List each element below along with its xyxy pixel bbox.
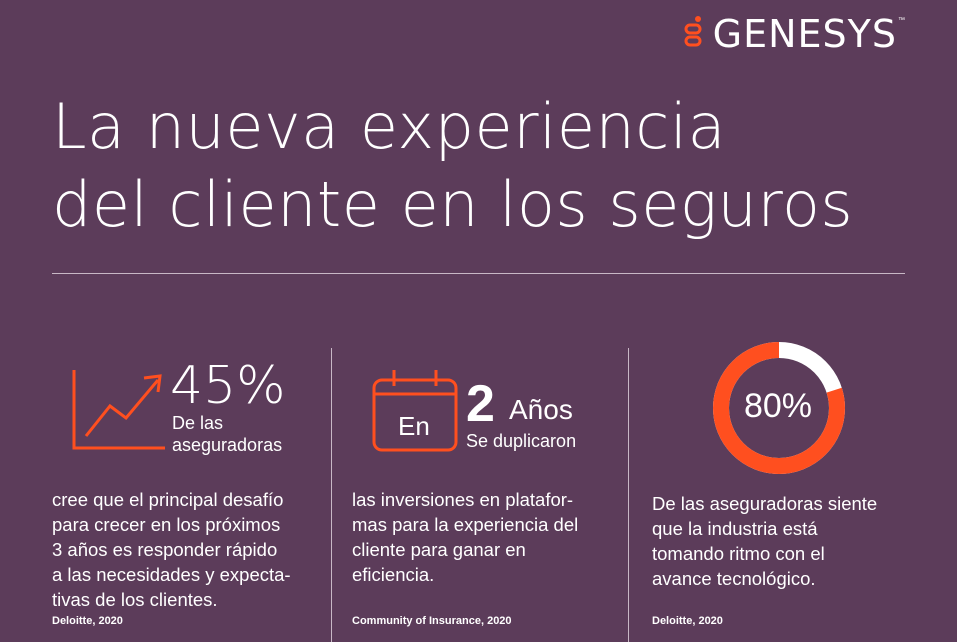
title-line-1: La nueva experiencia (52, 90, 727, 163)
genesys-logo: GENESYS ™ (683, 14, 905, 54)
trend-up-chart-icon (72, 370, 165, 450)
donut-arc (713, 342, 845, 474)
stat-80-description: De las aseguradoras siente que la indust… (652, 491, 877, 591)
stat-45-text-line: cree que el principal desafío (52, 489, 284, 510)
title-line-2: del cliente en los seguros (52, 168, 854, 241)
stat-2-text-line: mas para la experiencia del (352, 514, 579, 535)
brand-tm: ™ (898, 16, 905, 24)
stat-2-unit: Años (509, 394, 573, 425)
donut-chart-icon (713, 342, 845, 474)
page-title: La nueva experiencia del cliente en los … (52, 88, 853, 244)
stat-80-text-line: tomando ritmo con el (652, 543, 825, 564)
stat-80-value: 80% (743, 387, 813, 425)
genesys-logo-icon (684, 16, 702, 47)
stat-45-source: Deloitte, 2020 (52, 615, 123, 627)
stat-2-text-line: las inversiones en platafor- (352, 489, 574, 510)
column-divider-2 (628, 348, 629, 642)
brand-name: GENESYS (712, 12, 897, 56)
calendar-icon (372, 370, 458, 452)
stat-80-source: Deloitte, 2020 (652, 615, 723, 627)
stat-45-subtitle-line-1: De las (172, 413, 224, 433)
stat-2-source: Community of Insurance, 2020 (352, 615, 512, 627)
stat-2-description: las inversiones en platafor- mas para la… (352, 487, 578, 587)
stat-2-subtitle: Se duplicaron (466, 431, 577, 451)
stat-2-text-line: eficiencia. (352, 564, 435, 585)
stat-45-text-line: tivas de los clientes. (52, 589, 218, 610)
column-divider-1 (331, 348, 332, 642)
stat-45-subtitle: De las aseguradoras (172, 412, 282, 456)
title-divider (52, 273, 905, 274)
stat-2-text-line: cliente para ganar en (352, 539, 526, 560)
stat-45-description: cree que el principal desafío para crece… (52, 487, 291, 612)
stat-80-text-line: avance tecnológico. (652, 568, 816, 589)
stat-2-value: 2 (466, 375, 495, 433)
stat-45-subtitle-line-2: aseguradoras (172, 435, 283, 455)
stat-45-text-line: a las necesidades y expecta- (52, 564, 291, 585)
stat-45-value: 45% (170, 356, 286, 416)
stat-45-text-line: 3 años es responder rápido (52, 539, 278, 560)
stat-45-text-line: para crecer en los próximos (52, 514, 281, 535)
stat-80-text-line: que la industria está (652, 518, 818, 539)
calendar-icon-label: En (398, 411, 430, 441)
stat-80-text-line: De las aseguradoras siente (652, 493, 878, 514)
